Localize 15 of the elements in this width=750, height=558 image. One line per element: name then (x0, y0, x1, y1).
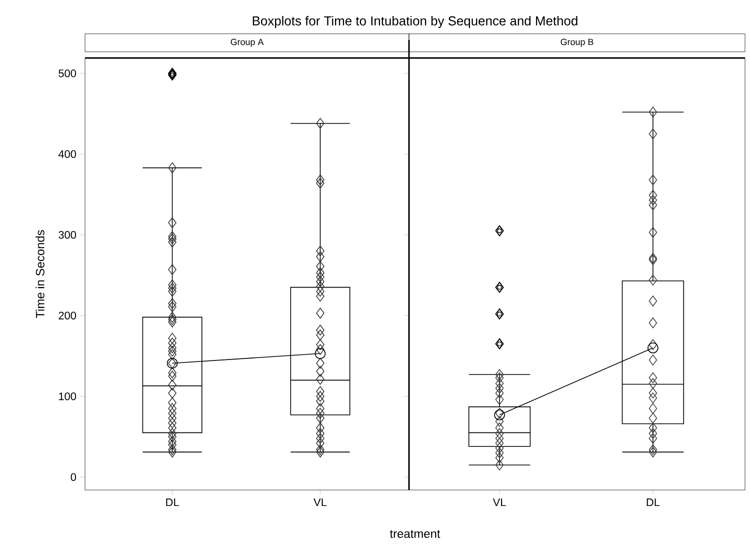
x-tick-label: VL (492, 498, 506, 506)
y-tick-label: 400 (58, 150, 76, 158)
chart-title: Boxplots for Time to Intubation by Sequence and Method (252, 16, 578, 28)
x-tick-label: DL (646, 498, 660, 506)
y-tick-label: 500 (58, 69, 76, 78)
y-tick-label: 300 (58, 230, 76, 239)
y-tick-label: 100 (59, 392, 76, 400)
chart-subtitle: Group B (560, 38, 594, 47)
y-tick-label: 200 (58, 312, 76, 320)
y-tick-label: 0 (70, 473, 76, 481)
x-axis-title: treatment (390, 530, 440, 538)
y-axis-title: Time in Seconds (36, 230, 44, 318)
x-tick-label: DL (166, 498, 179, 506)
x-tick-label: VL (314, 498, 327, 506)
chart-subtitle: Group A (230, 38, 264, 47)
